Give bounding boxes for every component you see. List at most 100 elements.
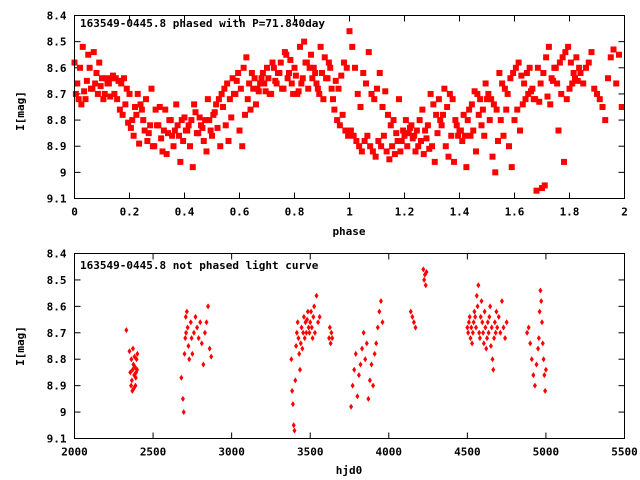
data-point bbox=[199, 340, 204, 347]
data-point bbox=[616, 51, 622, 58]
data-point bbox=[543, 366, 548, 373]
data-point bbox=[484, 345, 489, 352]
data-point bbox=[548, 75, 555, 82]
data-point bbox=[325, 59, 332, 66]
data-point bbox=[251, 75, 258, 82]
data-point bbox=[203, 148, 210, 155]
data-point bbox=[347, 127, 354, 134]
data-point bbox=[377, 308, 382, 315]
data-point bbox=[316, 90, 323, 97]
data-point bbox=[288, 80, 295, 87]
data-point bbox=[124, 327, 129, 334]
data-point bbox=[346, 28, 353, 35]
data-point bbox=[312, 303, 317, 310]
data-point bbox=[198, 319, 203, 326]
data-point bbox=[244, 96, 251, 103]
data-point bbox=[329, 329, 334, 336]
data-point bbox=[122, 101, 129, 108]
data-point bbox=[169, 132, 176, 139]
data-point bbox=[437, 117, 444, 124]
data-point bbox=[209, 353, 214, 360]
data-point bbox=[297, 43, 303, 50]
data-point bbox=[507, 75, 514, 82]
data-point bbox=[292, 427, 297, 434]
x-tick-label: 1 bbox=[346, 206, 353, 219]
data-point bbox=[306, 324, 311, 331]
data-point bbox=[410, 313, 415, 320]
y-tick-label: 9.1 bbox=[47, 433, 67, 446]
data-point bbox=[349, 43, 356, 50]
data-point bbox=[179, 374, 184, 381]
data-point bbox=[316, 319, 321, 326]
x-tick-label: 1.6 bbox=[505, 206, 525, 219]
data-point bbox=[361, 329, 366, 336]
data-point bbox=[476, 282, 481, 289]
data-point bbox=[358, 148, 365, 155]
data-point bbox=[492, 335, 497, 342]
data-point bbox=[298, 340, 303, 347]
data-point bbox=[360, 70, 367, 77]
data-point bbox=[482, 308, 487, 315]
data-point bbox=[489, 324, 494, 331]
data-point bbox=[451, 158, 457, 165]
data-point bbox=[264, 64, 270, 71]
data-point bbox=[298, 366, 302, 373]
y-tick-label: 9.1 bbox=[47, 193, 67, 206]
data-point bbox=[563, 96, 570, 103]
axis-ticks: 2000 2500 3000 3500 4000 4500 5000 5500 8.4 8.5 8.… bbox=[47, 248, 638, 459]
data-point bbox=[186, 343, 191, 349]
data-point bbox=[191, 329, 196, 336]
data-point bbox=[562, 49, 569, 56]
data-point bbox=[182, 350, 187, 357]
data-point bbox=[531, 372, 536, 379]
data-point bbox=[287, 56, 294, 63]
data-point bbox=[99, 75, 105, 82]
data-point bbox=[580, 80, 587, 87]
data-point bbox=[493, 329, 498, 336]
data-point bbox=[132, 104, 138, 110]
data-point bbox=[445, 153, 452, 160]
y-tick-label: 8.9 bbox=[47, 140, 67, 153]
data-point bbox=[465, 324, 470, 331]
data-point bbox=[294, 329, 299, 336]
data-point bbox=[427, 90, 434, 97]
data-point bbox=[338, 72, 345, 79]
data-point bbox=[240, 64, 247, 71]
data-point bbox=[545, 43, 552, 50]
data-point bbox=[352, 64, 358, 71]
data-point bbox=[567, 59, 574, 66]
data-point bbox=[364, 340, 369, 347]
data-point bbox=[474, 90, 481, 97]
data-point bbox=[135, 366, 140, 373]
data-point bbox=[309, 75, 316, 82]
y-tick-label: 8.4 bbox=[47, 248, 67, 261]
data-point bbox=[207, 345, 212, 352]
data-point bbox=[204, 96, 211, 103]
data-point bbox=[492, 169, 499, 176]
data-point bbox=[184, 329, 189, 336]
data-point bbox=[93, 70, 100, 77]
data-point bbox=[145, 130, 152, 137]
data-point bbox=[479, 298, 484, 305]
data-point bbox=[442, 143, 449, 150]
data-point bbox=[129, 117, 136, 124]
data-point bbox=[468, 335, 473, 342]
data-point bbox=[515, 59, 522, 66]
data-point bbox=[404, 143, 411, 150]
data-point bbox=[486, 329, 491, 336]
data-point bbox=[408, 122, 415, 129]
data-point bbox=[492, 319, 497, 326]
data-point bbox=[423, 135, 430, 142]
x-tick-label: 0 bbox=[71, 206, 78, 219]
data-point bbox=[121, 75, 127, 82]
data-point bbox=[232, 90, 239, 97]
data-point bbox=[305, 85, 312, 92]
data-point bbox=[330, 96, 336, 103]
data-point bbox=[485, 319, 490, 326]
x-tick-label: 2000 bbox=[61, 446, 88, 459]
data-point bbox=[387, 122, 394, 129]
data-point bbox=[605, 75, 611, 82]
x-tick-label: 3500 bbox=[297, 446, 324, 459]
data-point bbox=[533, 187, 540, 194]
y-tick-label: 8.8 bbox=[47, 353, 67, 366]
